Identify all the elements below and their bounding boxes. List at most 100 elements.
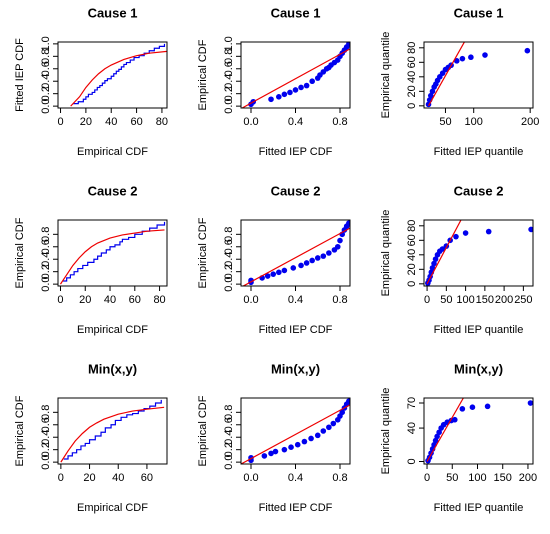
point <box>281 446 288 453</box>
point <box>303 82 310 89</box>
y-tick-label: 0.6 <box>223 239 235 254</box>
panel-title: Cause 2 <box>454 183 504 198</box>
step-line <box>73 43 166 105</box>
point <box>436 429 442 436</box>
y-axis-label: Empirical CDF <box>197 217 209 288</box>
plot-box <box>240 219 351 287</box>
point <box>320 428 327 434</box>
point <box>485 228 492 235</box>
point <box>268 96 274 103</box>
x-tick-label: 250 <box>514 294 532 306</box>
panel: Cause 1 Fitted IEP quantile Empirical quan… <box>380 5 539 157</box>
plot-area <box>241 398 350 464</box>
y-tick-label: 0 <box>406 458 418 464</box>
fit-line <box>241 48 350 108</box>
panel-title: Cause 2 <box>88 183 138 198</box>
x-tick-label: 0.4 <box>288 294 303 306</box>
y-tick-label: 0 <box>406 281 418 287</box>
point <box>270 271 277 277</box>
x-tick-label: 0.8 <box>332 116 347 128</box>
y-tick-label: 0.8 <box>223 49 235 64</box>
x-tick-label: 100 <box>465 116 483 128</box>
x-tick-label: 80 <box>156 116 168 128</box>
point <box>451 416 458 423</box>
x-tick-label: 0 <box>424 294 430 306</box>
point <box>298 84 304 91</box>
x-axis-label: Empirical CDF <box>77 502 148 514</box>
point <box>346 42 350 47</box>
y-tick-label: 0.8 <box>40 227 52 242</box>
panel-title: Cause 2 <box>271 183 321 198</box>
point <box>468 54 474 61</box>
y-axis-label: Fitted IEP CDF <box>14 38 26 112</box>
plot-box <box>57 397 168 465</box>
y-tick-label: 0.0 <box>40 98 52 113</box>
plot-area <box>70 43 167 107</box>
fit-line <box>70 50 167 107</box>
fit-line <box>60 406 165 463</box>
y-tick-label: 0.4 <box>223 252 235 267</box>
y-tick-label: 20 <box>406 263 418 275</box>
x-tick-label: 200 <box>495 294 513 306</box>
point <box>427 92 434 99</box>
x-tick-label: 0.0 <box>243 294 258 306</box>
x-axis-label: Fitted IEP quantile <box>434 502 524 514</box>
y-tick-label: 60 <box>406 234 418 246</box>
point <box>453 233 459 240</box>
x-tick-label: 60 <box>130 116 142 128</box>
x-axis-label: Fitted IEP CDF <box>259 146 333 158</box>
y-axis-label: Empirical CDF <box>197 395 209 466</box>
x-axis-label: Empirical CDF <box>77 324 148 336</box>
plot-box <box>423 219 534 287</box>
panel-title: Cause 1 <box>454 5 504 20</box>
point <box>292 87 299 93</box>
point <box>308 435 314 442</box>
x-tick-label: 50 <box>446 472 458 484</box>
fit-line <box>59 229 165 285</box>
y-tick-label: 0 <box>406 103 418 109</box>
y-tick-label: 0.4 <box>40 430 52 445</box>
point <box>482 52 488 58</box>
y-tick-label: 0.6 <box>40 239 52 254</box>
panel-title: Cause 1 <box>88 5 138 20</box>
y-tick-label: 40 <box>406 249 418 261</box>
panel: Cause 2 Empirical CDF Empirical CDF 0 20 40 60… <box>14 183 168 336</box>
x-tick-label: 150 <box>476 294 494 306</box>
y-tick-label: 0.8 <box>223 405 235 420</box>
point <box>287 89 293 96</box>
panel-title: Min(x,y) <box>271 361 320 376</box>
x-tick-label: 100 <box>456 294 474 306</box>
y-tick-label: 1.0 <box>223 36 235 51</box>
panel: Cause 2 Fitted IEP quantile Empirical quan… <box>380 183 534 336</box>
y-tick-label: 0.0 <box>223 276 235 291</box>
y-tick-label: 40 <box>406 71 418 83</box>
point <box>459 55 466 62</box>
panel: Cause 1 Empirical CDF Fitted IEP CDF 0 20 40 6… <box>14 5 168 157</box>
point <box>301 438 308 445</box>
point <box>303 260 310 266</box>
point <box>528 226 533 233</box>
point <box>281 91 288 98</box>
point <box>334 243 341 250</box>
x-tick-label: 0 <box>57 116 63 128</box>
x-tick-label: 40 <box>105 116 117 128</box>
plot-area <box>59 221 166 285</box>
plot-area <box>60 399 165 463</box>
x-tick-label: 0.8 <box>332 294 347 306</box>
y-tick-label: 0.2 <box>40 442 52 457</box>
y-tick-label: 0.0 <box>40 276 52 291</box>
x-tick-label: 40 <box>112 472 124 484</box>
plot-box <box>240 41 351 109</box>
y-tick-label: 0.6 <box>40 61 52 76</box>
y-tick-label: 60 <box>406 56 418 68</box>
x-axis-label: Fitted IEP CDF <box>259 502 333 514</box>
y-tick-label: 0.6 <box>223 61 235 76</box>
y-tick-label: 40 <box>406 422 418 434</box>
y-tick-label: 1.0 <box>40 36 52 51</box>
point <box>527 400 533 406</box>
point <box>314 432 321 439</box>
point <box>337 237 343 244</box>
y-tick-label: 0.4 <box>223 74 235 89</box>
point <box>281 267 288 274</box>
y-axis-label: Empirical CDF <box>197 39 209 110</box>
